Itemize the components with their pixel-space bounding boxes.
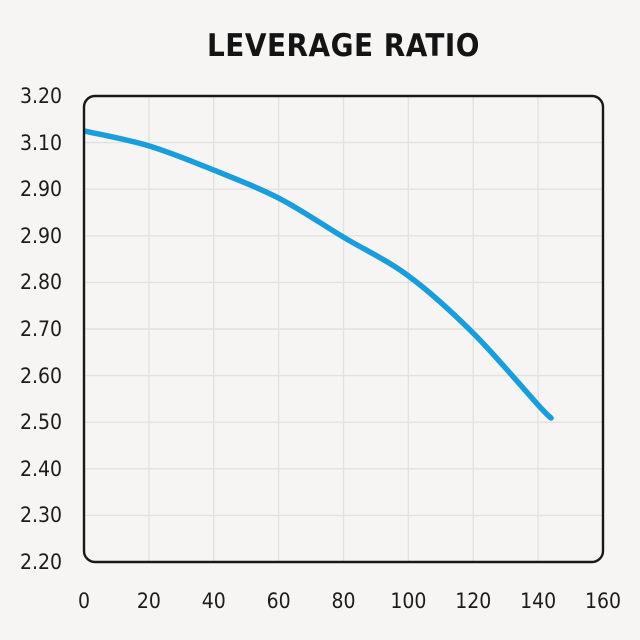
y-tick-label: 2.80 xyxy=(19,270,62,295)
x-tick-label: 140 xyxy=(520,589,557,613)
y-tick-label: 2.30 xyxy=(19,503,62,528)
y-tick-label: 2.90 xyxy=(19,223,62,248)
y-tick-label: 2.70 xyxy=(19,317,62,341)
y-tick-label: 2.60 xyxy=(19,363,62,388)
x-tick-label: 100 xyxy=(390,589,427,613)
y-tick-label: 2.50 xyxy=(19,410,62,435)
y-tick-label: 2.20 xyxy=(19,550,62,574)
y-tick-label: 3.20 xyxy=(19,84,62,108)
y-tick-label: 2.40 xyxy=(19,456,62,481)
series-line-leverage-ratio xyxy=(84,128,554,421)
y-tick-label: 3.10 xyxy=(19,130,62,155)
y-tick-label: 2.90 xyxy=(19,177,62,202)
x-tick-label: 160 xyxy=(584,589,622,613)
plot-border xyxy=(82,94,605,564)
x-tick-label: 60 xyxy=(266,589,291,613)
x-tick-label: 20 xyxy=(136,589,161,613)
chart-title: LEVERAGE RATIO xyxy=(207,28,480,64)
x-tick-label: 0 xyxy=(77,589,91,613)
x-tick-label: 40 xyxy=(201,589,226,613)
x-tick-label: 80 xyxy=(331,589,356,613)
x-tick-label: 120 xyxy=(455,589,492,613)
